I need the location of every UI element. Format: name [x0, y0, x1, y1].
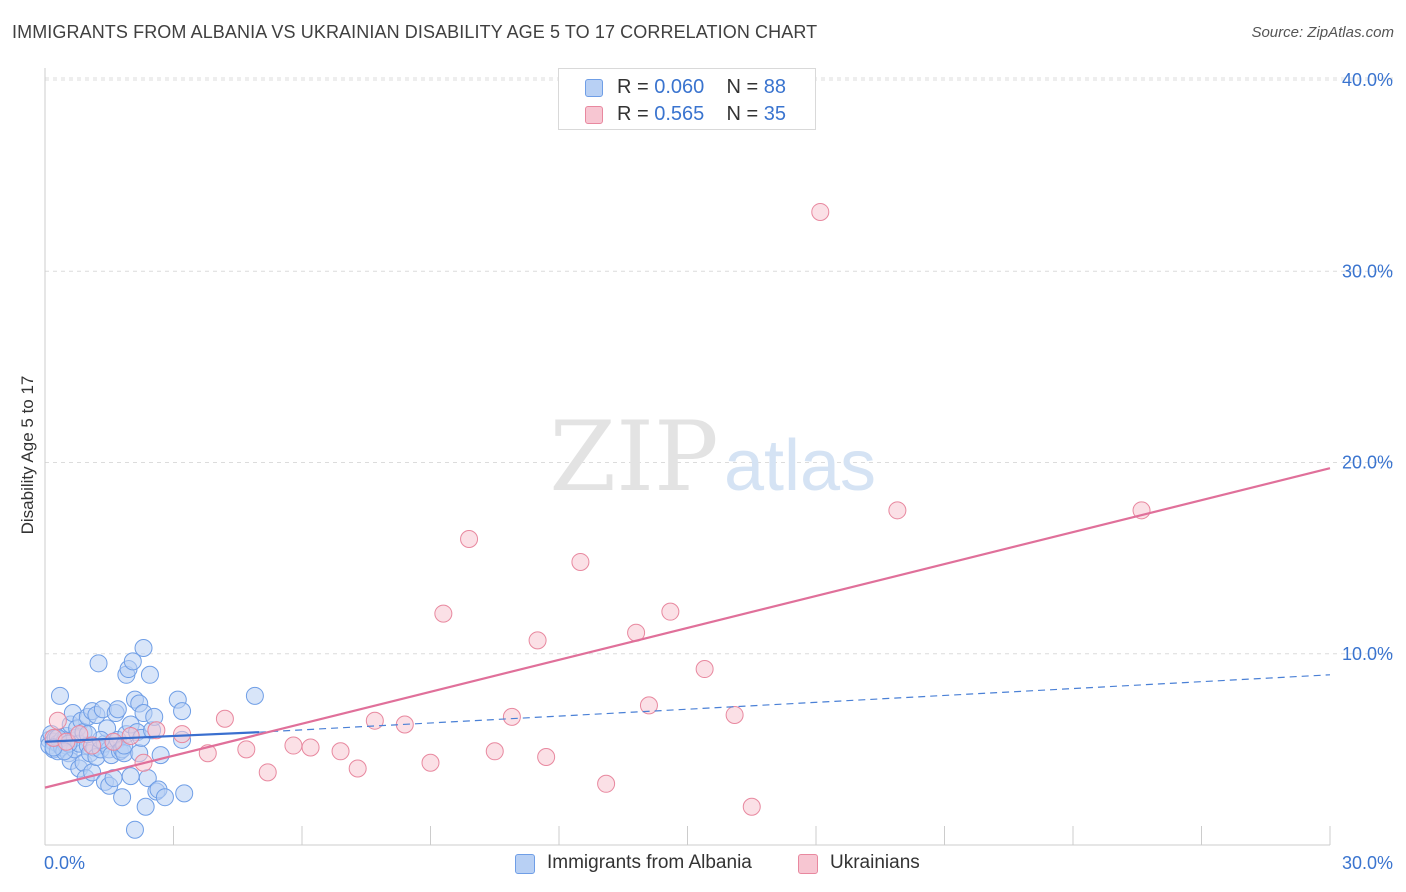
ukrainian-point — [639, 696, 658, 715]
ukrainian-point — [528, 631, 547, 650]
ukrainian-point — [434, 604, 453, 623]
albania-point — [123, 652, 142, 671]
albania-legend-swatch — [515, 854, 535, 874]
legend-n-label: N = — [726, 76, 764, 98]
source-label: Source: ZipAtlas.com — [1251, 24, 1394, 41]
ukrainian-point — [888, 501, 907, 520]
ukrainian-point — [70, 725, 89, 744]
ukrainian-point — [695, 660, 714, 679]
ukrainian-point — [48, 711, 67, 730]
legend-r-value: 0.060 — [654, 76, 705, 98]
legend-r-label: R = — [617, 76, 655, 98]
albania-point — [125, 820, 144, 839]
ukrainian-point — [460, 530, 479, 548]
albania-point — [136, 797, 155, 816]
axes — [44, 68, 1331, 846]
albania-point — [245, 686, 264, 705]
albania-point — [155, 788, 174, 807]
ukrainian-point — [258, 763, 277, 782]
ukrainian-point — [104, 732, 123, 751]
albania-swatch — [585, 79, 603, 97]
ukrainian-point — [571, 552, 590, 571]
ukrainian-point — [121, 726, 140, 745]
albania-point — [113, 788, 132, 807]
ukrainian-point — [811, 202, 830, 221]
ukrainian-point — [331, 742, 350, 761]
data-points — [40, 202, 1151, 839]
legend-r-label: R = — [617, 103, 655, 125]
ukrainian-point — [173, 725, 192, 744]
x-tick-label-min: 0.0% — [44, 853, 85, 873]
trend-lines — [44, 467, 1331, 789]
ukrainian-point — [725, 705, 744, 724]
y-tick-label: 40.0% — [1342, 70, 1393, 90]
chart-title: IMMIGRANTS FROM ALBANIA VS UKRAINIAN DIS… — [12, 22, 818, 42]
ukrainian-point — [348, 759, 367, 778]
ukrainian-point — [83, 736, 102, 755]
ukrainian-point — [502, 707, 521, 726]
ukrainian-point — [237, 740, 256, 759]
albania-point — [134, 639, 153, 658]
albania-point — [140, 665, 159, 684]
legend-r-value: 0.565 — [654, 103, 705, 125]
legend-n-value: 88 — [763, 76, 787, 98]
ukrainian-point — [365, 711, 384, 730]
ukrainian-point — [421, 753, 440, 772]
legend-label-ukrainians: Ukrainians — [830, 852, 920, 873]
y-tick-label: 30.0% — [1342, 261, 1393, 281]
watermark: ZIP atlas — [549, 401, 876, 513]
x-tick-label-max: 30.0% — [1342, 853, 1393, 873]
ukrainian-point — [215, 709, 234, 728]
y-tick-label: 20.0% — [1342, 453, 1393, 473]
albania-point — [50, 686, 69, 705]
watermark-zip: ZIP — [549, 401, 718, 513]
correlation-legend: R = 0.060 N = 88 R = 0.565 N = 35 — [558, 68, 816, 130]
ukrainian-point — [661, 602, 680, 621]
legend-label-albania: Immigrants from Albania — [547, 852, 752, 873]
albania-point — [89, 654, 108, 673]
y-tick-label: 10.0% — [1342, 644, 1393, 664]
ukrainians-legend-swatch — [798, 854, 818, 874]
ukrainians-swatch — [585, 106, 603, 124]
legend-n-value: 35 — [763, 103, 787, 125]
ukrainian-point — [301, 738, 320, 757]
tick-labels: 10.0% 20.0% 30.0% 40.0% 0.0% 30.0% — [44, 70, 1393, 873]
watermark-atlas: atlas — [724, 426, 876, 506]
albania-trend-line — [44, 731, 260, 743]
albania-point — [173, 702, 192, 721]
ukrainian-point — [537, 748, 556, 767]
gridlines — [45, 77, 1395, 655]
albania-point — [108, 700, 127, 719]
albania-point — [121, 767, 140, 786]
albania-trend-extension — [259, 674, 1331, 733]
ukrainian-point — [742, 797, 761, 816]
legend-n-label: N = — [726, 103, 764, 125]
ukrainian-point — [485, 742, 504, 761]
ukrainian-point — [597, 774, 616, 793]
ukrainian-point — [284, 736, 303, 755]
albania-point — [175, 784, 194, 803]
ukrainian-trend-line — [44, 467, 1331, 789]
ukrainian-point — [147, 721, 166, 740]
